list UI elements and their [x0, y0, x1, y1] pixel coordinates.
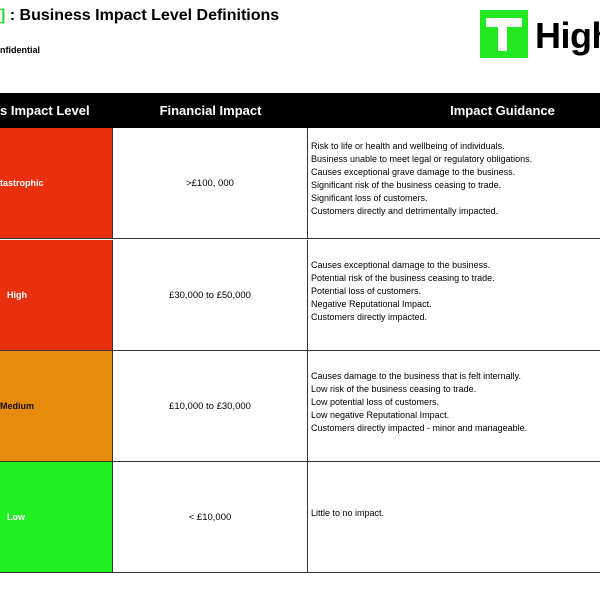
column-header: Financial Impact	[159, 103, 262, 118]
table-row: tastrophic >£100, 000 Risk to life or heal…	[0, 128, 600, 239]
guidance-line: Customers directly impacted.	[311, 311, 428, 322]
guidance-line: Causes exceptional damage to the busines…	[311, 259, 491, 270]
impact-guidance: Little to no impact.	[308, 462, 600, 572]
bracket: ]	[0, 7, 6, 24]
financial-impact: < £10,000	[113, 462, 308, 572]
logo-icon	[480, 10, 528, 58]
table-header: s Impact Level Financial Impact Impact G…	[0, 93, 600, 128]
guidance-line: Significant loss of customers.	[311, 193, 428, 203]
financial-impact: £10,000 to £30,000	[113, 351, 308, 461]
logo-text: High	[535, 15, 600, 56]
guidance-line: Potential risk of the business ceasing t…	[311, 272, 495, 283]
guidance-line: Business unable to meet legal or regulat…	[311, 154, 533, 164]
title-text: : Business Impact Level Definitions	[9, 7, 280, 24]
impact-level: Low	[0, 462, 113, 572]
impact-guidance: Causes exceptional damage to the busines…	[308, 240, 600, 350]
table-row: High £30,000 to £50,000 Causes exceptional…	[0, 240, 600, 351]
financial-impact: >£100, 000	[113, 128, 308, 238]
guidance-line: Causes exceptional grave damage to the b…	[311, 167, 516, 177]
guidance-line: Customers directly and detrimentally imp…	[311, 206, 499, 216]
guidance-line: Potential loss of customers.	[311, 285, 422, 296]
table-row: Low < £10,000 Little to no impact.	[0, 462, 600, 573]
impact-level: High	[0, 240, 113, 350]
guidance-line: Significant risk of the business ceasing…	[311, 180, 502, 190]
guidance-line: Low risk of the business ceasing to trad…	[311, 383, 477, 394]
guidance-line: Little to no impact.	[311, 507, 385, 518]
guidance-line: Customers directly impacted - minor and …	[311, 422, 528, 433]
title: ] : Business Impact Level Definitions	[0, 7, 279, 25]
impact-level: tastrophic	[0, 128, 113, 238]
table-row: Medium £10,000 to £30,000 Causes damage to…	[0, 351, 600, 462]
guidance-line: Negative Reputational Impact.	[311, 298, 432, 309]
guidance-line: Causes damage to the business that is fe…	[311, 370, 521, 381]
guidance-line: Risk to life or health and wellbeing of …	[311, 141, 505, 151]
column-header: Impact Guidance	[450, 103, 555, 118]
financial-impact: £30,000 to £50,000	[113, 240, 308, 350]
impact-guidance: Causes damage to the business that is fe…	[308, 351, 600, 461]
guidance-line: Low negative Reputational Impact.	[311, 409, 450, 420]
column-header: s Impact Level	[0, 103, 90, 118]
guidance-line: Low potential loss of customers.	[311, 396, 440, 407]
impact-level: Medium	[0, 351, 113, 461]
impact-guidance: Risk to life or health and wellbeing of …	[308, 128, 600, 238]
classification: nfidential	[0, 45, 40, 55]
